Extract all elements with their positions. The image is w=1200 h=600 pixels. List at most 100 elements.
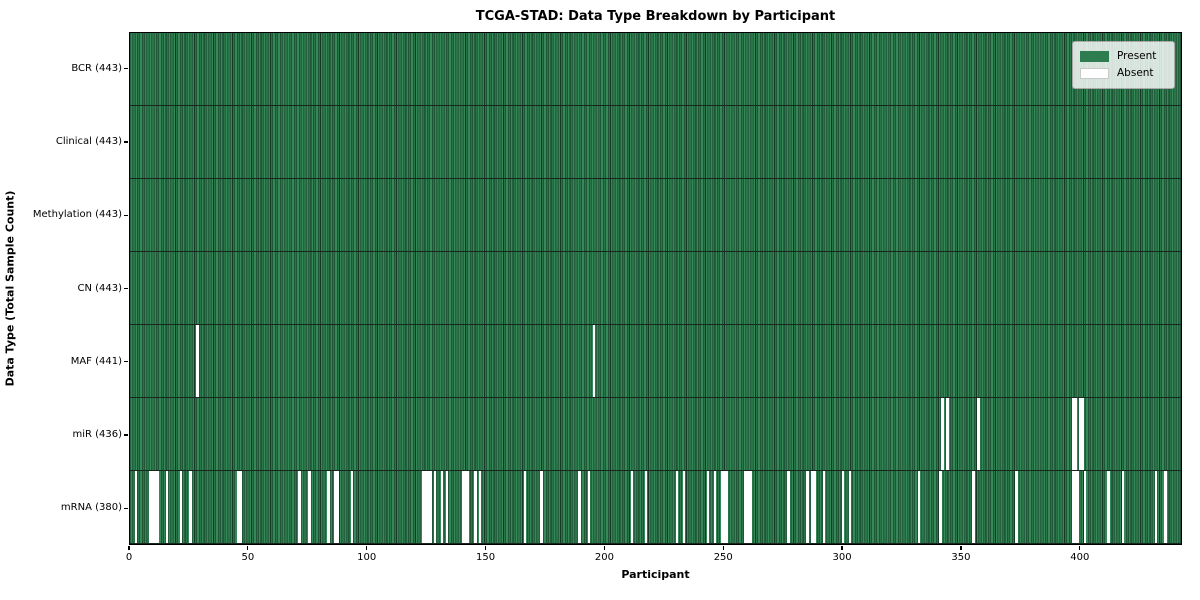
y-tick [124, 141, 128, 143]
legend-label-absent: Absent [1117, 67, 1154, 79]
absent-mark [196, 325, 200, 397]
absent-mark [466, 471, 470, 543]
absent-mark [725, 471, 729, 543]
absent-mark [165, 471, 169, 543]
absent-mark [810, 471, 814, 543]
absent-mark [179, 471, 183, 543]
absent-mark [848, 471, 852, 543]
legend-item-present: Present [1080, 48, 1166, 65]
absent-mark [433, 471, 437, 543]
absent-mark [1078, 398, 1082, 470]
y-tick [124, 434, 128, 436]
absent-mark [1081, 398, 1084, 470]
absent-mark [148, 471, 152, 543]
absent-mark [630, 471, 634, 543]
y-tick-label-MAF: MAF (441) [70, 355, 122, 367]
heatmap-row-miR [130, 398, 1181, 471]
absent-mark [1154, 471, 1158, 543]
absent-mark [298, 471, 302, 543]
x-tick [247, 546, 249, 550]
x-tick [366, 546, 368, 550]
absent-mark [675, 471, 679, 543]
absent-mark [946, 398, 949, 470]
y-tick [124, 287, 128, 290]
absent-mark [1121, 471, 1125, 543]
x-tick-label-0: 0 [125, 552, 133, 563]
present-swatch [1080, 51, 1109, 62]
absent-mark [744, 471, 748, 543]
absent-mark [787, 471, 790, 543]
absent-mark [1076, 471, 1080, 543]
absent-mark [428, 471, 432, 543]
absent-mark [1071, 471, 1075, 543]
chart-title: TCGA-STAD: Data Type Breakdown by Partic… [475, 9, 836, 24]
y-tick-label-miR: miR (436) [72, 429, 122, 441]
absent-mark [334, 471, 337, 543]
x-tick [1079, 546, 1081, 550]
absent-mark [421, 471, 425, 543]
legend-label-present: Present [1117, 50, 1157, 62]
y-tick-label-BCR: BCR (443) [71, 62, 122, 74]
absent-mark [326, 471, 330, 543]
absent-mark [239, 471, 242, 543]
heatmap-row-Clinical [130, 106, 1181, 179]
absent-mark [1014, 471, 1018, 543]
absent-mark [307, 471, 311, 543]
x-tick-label-400: 400 [1070, 552, 1090, 563]
absent-mark [336, 471, 339, 543]
absent-mark [462, 471, 465, 543]
absent-mark [540, 471, 544, 543]
absent-mark [1107, 471, 1111, 543]
absent-swatch [1080, 68, 1109, 79]
absent-mark [478, 471, 482, 543]
absent-mark [917, 471, 921, 543]
absent-mark [1071, 398, 1075, 470]
absent-mark [236, 471, 240, 543]
y-tick [124, 507, 128, 509]
y-tick-label-Clinical: Clinical (443) [55, 135, 122, 147]
legend-item-absent: Absent [1080, 65, 1166, 82]
absent-mark [841, 471, 845, 543]
absent-mark [156, 471, 159, 543]
heatmap-row-BCR [130, 33, 1181, 106]
absent-mark [426, 471, 430, 543]
absent-mark [189, 471, 192, 543]
absent-mark [806, 471, 809, 543]
absent-mark [813, 471, 816, 543]
y-tick [124, 68, 128, 70]
x-tick [722, 546, 724, 550]
x-tick [484, 546, 487, 550]
y-tick [124, 361, 128, 363]
x-tick-label-300: 300 [832, 552, 852, 563]
absent-mark [941, 398, 944, 470]
heatmap-row-mRNA [130, 471, 1181, 544]
absent-mark [1083, 471, 1087, 543]
absent-mark [1074, 471, 1077, 543]
absent-mark [350, 471, 354, 543]
absent-mark [474, 471, 477, 543]
x-tick-label-50: 50 [241, 552, 255, 563]
x-tick-label-200: 200 [594, 552, 614, 563]
absent-mark [706, 471, 710, 543]
x-tick-label-350: 350 [951, 552, 971, 563]
absent-mark [972, 471, 975, 543]
y-tick-label-CN: CN (443) [77, 282, 122, 294]
x-tick-label-250: 250 [713, 552, 733, 563]
absent-mark [523, 471, 527, 543]
absent-mark [592, 325, 596, 397]
absent-mark [939, 471, 942, 543]
absent-mark [749, 471, 752, 543]
absent-mark [151, 471, 154, 543]
legend: Present Absent [1072, 41, 1175, 89]
y-tick-label-mRNA: mRNA (380) [60, 502, 122, 514]
heatmap-row-Methylation [130, 179, 1181, 252]
absent-mark [424, 471, 427, 543]
absent-mark [713, 471, 717, 543]
x-tick [128, 546, 130, 550]
x-tick-label-150: 150 [475, 552, 496, 563]
absent-mark [1164, 471, 1167, 543]
absent-mark [644, 471, 648, 543]
x-tick-label-100: 100 [357, 552, 377, 563]
absent-mark [1074, 398, 1077, 470]
